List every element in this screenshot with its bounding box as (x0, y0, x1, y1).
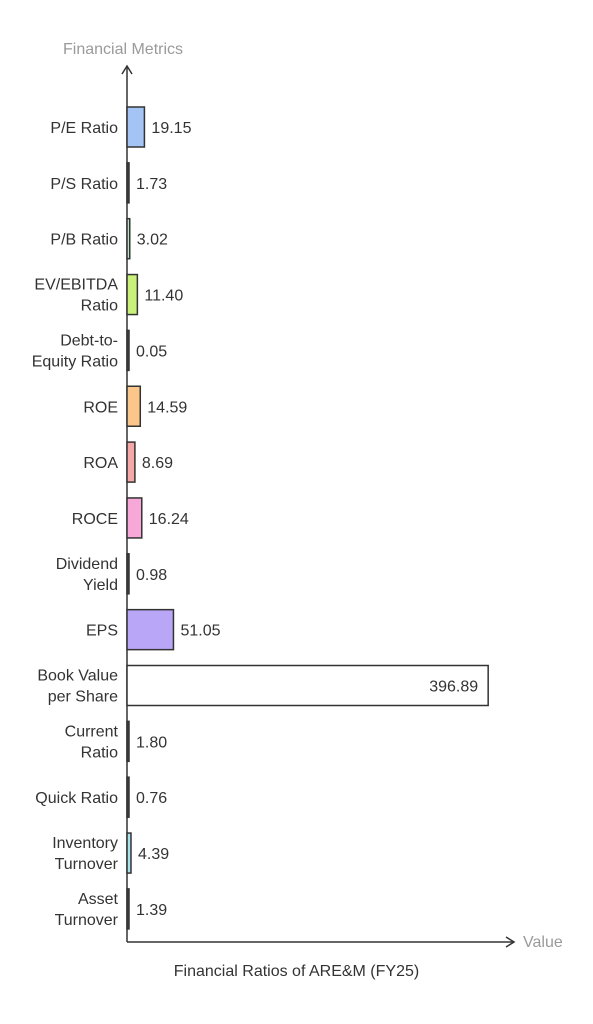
value-label: 0.98 (136, 567, 167, 584)
value-label: 3.02 (137, 232, 168, 249)
bar (126, 385, 142, 427)
bar (126, 832, 132, 874)
bar (126, 106, 146, 148)
y-axis-title: Financial Metrics (63, 41, 184, 58)
bar (126, 888, 130, 930)
x-axis-arrow (505, 936, 516, 948)
category-label: ROCE (72, 511, 118, 528)
category-label: ROA (83, 455, 118, 472)
bar (126, 441, 136, 483)
category-label: P/B Ratio (50, 232, 118, 249)
value-label: 51.05 (180, 623, 220, 640)
bar (126, 273, 139, 316)
category-label: Current Ratio (65, 723, 119, 761)
category-label: Asset Turnover (55, 891, 119, 929)
value-label: 1.73 (136, 176, 167, 193)
bar (126, 608, 175, 651)
value-label: 0.76 (136, 790, 167, 807)
bar (126, 664, 489, 707)
value-label: 14.59 (147, 399, 187, 416)
bar (126, 553, 130, 595)
category-label: EV/EBITDA Ratio (34, 277, 118, 315)
category-label: Dividend Yield (56, 556, 118, 594)
category-label: P/S Ratio (50, 176, 118, 193)
bar (126, 162, 130, 204)
bar (126, 217, 131, 260)
value-label: 1.80 (136, 734, 167, 751)
chart-axes (121, 64, 516, 948)
y-axis-arrow (121, 64, 133, 75)
bar (126, 497, 143, 539)
value-label: 0.05 (136, 343, 167, 360)
chart-title: Financial Ratios of ARE&M (FY25) (173, 963, 420, 980)
bar (126, 329, 130, 372)
bars-group (126, 106, 489, 930)
bar (126, 720, 130, 763)
category-label: Book Value per Share (37, 668, 118, 706)
value-label: 11.40 (144, 288, 183, 305)
value-labels-group: 19.15 1.73 3.02 11.40 0.05 14.59 8.69 16.24 0.98… (136, 120, 478, 919)
category-labels-group: P/E Ratio P/S Ratio P/B Ratio EV/EBITDA Rati… (32, 120, 119, 929)
value-label: 1.39 (136, 902, 167, 919)
bar (126, 776, 130, 818)
category-label: Inventory Turnover (52, 835, 118, 873)
category-label: EPS (86, 623, 118, 640)
value-label: 4.39 (138, 846, 169, 863)
category-label: P/E Ratio (50, 120, 118, 137)
value-label: 16.24 (149, 511, 189, 528)
value-label: 19.15 (151, 120, 191, 137)
category-label: Quick Ratio (35, 790, 118, 807)
value-label: 396.89 (429, 679, 478, 696)
value-label: 8.69 (142, 455, 173, 472)
category-label: Debt-to-Equity Ratio (32, 332, 118, 370)
category-label: ROE (83, 399, 118, 416)
x-axis-title: Value (523, 934, 563, 951)
